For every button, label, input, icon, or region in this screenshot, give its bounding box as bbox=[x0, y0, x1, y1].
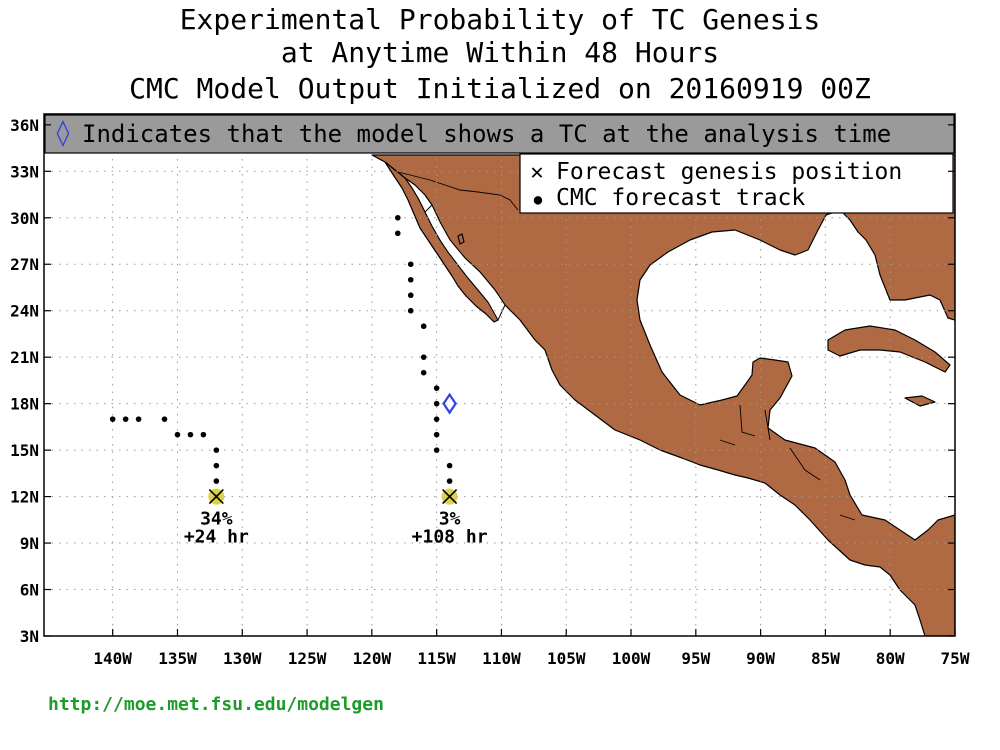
track-point bbox=[420, 369, 427, 376]
forecast-tracks: 34%+24 hr 3%+108 hr bbox=[109, 214, 488, 548]
lon-label: 90W bbox=[746, 649, 775, 668]
gulf-of-california bbox=[424, 204, 506, 322]
lat-label: 21N bbox=[10, 348, 39, 367]
track-point bbox=[213, 447, 220, 453]
track-point bbox=[109, 416, 116, 422]
banner-text: Indicates that the model shows a TC at t… bbox=[82, 120, 891, 148]
track-point bbox=[407, 307, 414, 314]
lon-label: 105W bbox=[547, 649, 586, 668]
legend-genesis-label: Forecast genesis position bbox=[556, 159, 902, 185]
title-line-3: CMC Model Output Initialized on 20160919… bbox=[129, 72, 871, 105]
track-point bbox=[174, 431, 181, 438]
longitude-labels: 140W 135W 130W 125W 120W 115W 110W 105W 100W 95W 9… bbox=[93, 649, 969, 668]
lat-label: 24N bbox=[10, 302, 39, 321]
lon-label: 125W bbox=[288, 649, 327, 668]
track-point bbox=[407, 261, 414, 268]
lon-label: 100W bbox=[612, 649, 651, 668]
track-point bbox=[420, 323, 427, 330]
track-point bbox=[187, 431, 194, 438]
gulf-island bbox=[457, 233, 465, 245]
analysis-diamond-marker bbox=[442, 392, 457, 415]
title-line-1: Experimental Probability of TC Genesis bbox=[179, 3, 821, 36]
cuba bbox=[827, 325, 951, 373]
track-point bbox=[407, 276, 414, 283]
analysis-banner: ◊ Indicates that the model shows a TC at… bbox=[44, 114, 955, 154]
genesis-lead-time: +108 hr bbox=[412, 527, 488, 548]
genesis-probability: 3% bbox=[439, 509, 461, 530]
lon-label: 135W bbox=[158, 649, 197, 668]
lon-label: 75W bbox=[941, 649, 970, 668]
lon-label: 115W bbox=[417, 649, 456, 668]
source-url-link[interactable]: http://moe.met.fsu.edu/modelgen bbox=[48, 694, 384, 715]
latitude-labels: 36N 33N 30N 27N 24N 21N 18N 15N 12N 9N 6N 3N bbox=[10, 116, 39, 646]
track-point bbox=[433, 431, 440, 438]
genesis-x-icon: ✕ bbox=[530, 160, 543, 185]
track-point bbox=[433, 447, 440, 453]
baja-california bbox=[384, 161, 499, 323]
track-point bbox=[433, 400, 440, 407]
lat-label: 9N bbox=[20, 534, 39, 553]
track-point bbox=[200, 431, 207, 438]
title-line-2: at Anytime Within 48 Hours bbox=[280, 36, 720, 69]
lat-label: 33N bbox=[10, 162, 39, 181]
land-layer bbox=[371, 154, 955, 636]
lon-label: 80W bbox=[876, 649, 905, 668]
track-point bbox=[135, 416, 142, 422]
track-point bbox=[433, 385, 440, 391]
lat-label: 6N bbox=[20, 581, 39, 600]
lon-label: 140W bbox=[93, 649, 132, 668]
north-america-landmass bbox=[371, 154, 955, 636]
lon-label: 130W bbox=[223, 649, 262, 668]
genesis-marker bbox=[208, 488, 225, 505]
political-borders bbox=[397, 171, 856, 521]
axis-ticks bbox=[44, 124, 956, 637]
track-point bbox=[394, 230, 401, 237]
track-point bbox=[213, 478, 220, 484]
track-point bbox=[213, 462, 220, 469]
track-point bbox=[394, 214, 401, 221]
lat-label: 30N bbox=[10, 209, 39, 228]
lon-label: 120W bbox=[353, 649, 392, 668]
lat-label: 18N bbox=[10, 395, 39, 414]
lon-label: 110W bbox=[482, 649, 521, 668]
genesis-marker bbox=[441, 488, 458, 505]
plot-frame bbox=[43, 113, 956, 637]
legend-track-label: CMC forecast track bbox=[556, 185, 805, 211]
track-point bbox=[161, 416, 168, 422]
track-point bbox=[433, 416, 440, 422]
track-dot-icon: ● bbox=[534, 192, 543, 208]
lat-label: 12N bbox=[10, 488, 39, 507]
track-point bbox=[446, 478, 453, 484]
lat-label: 3N bbox=[20, 627, 39, 646]
track-point bbox=[122, 416, 129, 422]
lat-lon-gridlines bbox=[44, 114, 955, 636]
track-point bbox=[420, 354, 427, 360]
genesis-probability: 34% bbox=[200, 509, 233, 530]
legend-box: ✕ Forecast genesis position ● CMC foreca… bbox=[519, 153, 954, 214]
lon-label: 95W bbox=[681, 649, 710, 668]
track-point bbox=[407, 292, 414, 299]
lon-label: 85W bbox=[811, 649, 840, 668]
track-point bbox=[446, 462, 453, 469]
analysis-diamond-icon: ◊ bbox=[55, 118, 71, 148]
lat-label: 27N bbox=[10, 255, 39, 274]
genesis-lead-time: +24 hr bbox=[184, 527, 249, 548]
lat-label: 15N bbox=[10, 441, 39, 460]
lat-label: 36N bbox=[10, 116, 39, 135]
